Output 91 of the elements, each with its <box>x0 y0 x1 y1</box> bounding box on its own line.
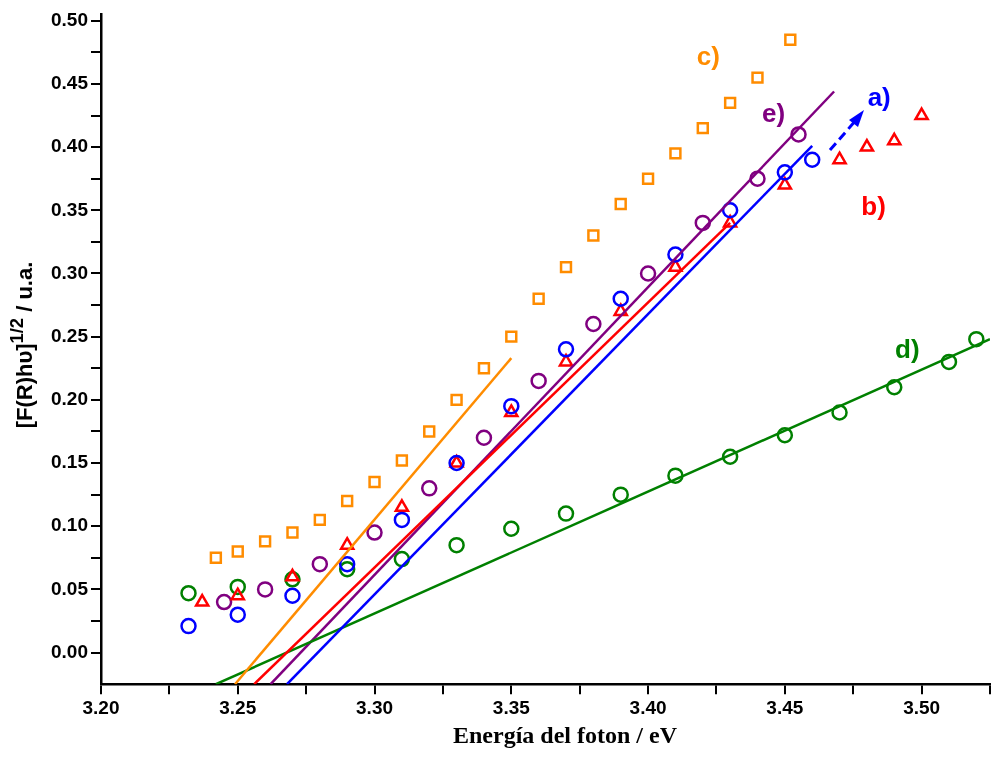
point <box>832 151 847 165</box>
point <box>503 520 520 538</box>
point <box>450 393 463 407</box>
series-label: d) <box>895 334 920 365</box>
x-tick-label: 3.30 <box>356 696 394 718</box>
series-label: b) <box>861 190 886 221</box>
point <box>669 147 682 160</box>
series-label: e) <box>761 97 786 128</box>
point <box>614 197 627 211</box>
point <box>639 265 657 282</box>
point <box>667 467 684 484</box>
point <box>940 353 958 371</box>
point <box>557 341 575 358</box>
point <box>585 315 602 333</box>
point <box>723 96 737 110</box>
point <box>694 214 712 232</box>
point <box>751 71 764 84</box>
point <box>286 526 299 539</box>
point <box>721 448 739 465</box>
y-tick-label: 0.35 <box>51 198 89 220</box>
x-tick-label: 3.35 <box>492 696 531 718</box>
point <box>395 454 409 467</box>
point <box>258 535 272 548</box>
y-tick-label: 0.40 <box>51 135 88 157</box>
point <box>914 107 929 121</box>
point <box>532 292 545 305</box>
point <box>612 486 629 503</box>
series-label: c) <box>696 40 720 71</box>
point <box>340 494 354 508</box>
point <box>749 170 766 187</box>
point <box>311 555 329 573</box>
point <box>229 578 246 596</box>
x-tick-label: 3.25 <box>219 696 257 718</box>
point <box>209 551 223 565</box>
point <box>338 555 356 573</box>
point <box>393 511 411 529</box>
point <box>423 425 436 438</box>
point <box>784 33 797 46</box>
y-tick-label: 0.50 <box>51 8 88 30</box>
point <box>803 151 821 168</box>
y-tick-label: 0.10 <box>51 514 88 536</box>
point <box>557 505 575 522</box>
point <box>667 246 684 263</box>
point <box>968 330 985 348</box>
y-tick-label: 0.45 <box>51 72 89 94</box>
x-tick-label: 3.40 <box>629 696 667 718</box>
point <box>366 524 383 541</box>
text: a) <box>867 81 891 112</box>
y-tick-label: 0.30 <box>51 261 88 283</box>
point <box>886 132 902 146</box>
point <box>284 587 301 604</box>
point <box>394 499 410 513</box>
point <box>776 426 794 444</box>
point <box>505 330 518 343</box>
point <box>215 593 233 611</box>
point <box>831 404 848 421</box>
point <box>530 372 547 390</box>
point <box>256 581 274 598</box>
point <box>231 545 244 558</box>
y-tick-label: 0.05 <box>51 577 89 599</box>
x-axis-title: Energía del foton / eV <box>452 722 678 749</box>
y-tick-label: 0.25 <box>51 324 89 346</box>
point <box>448 536 465 554</box>
point <box>475 429 493 447</box>
y-tick-label: 0.00 <box>51 640 88 662</box>
point <box>587 229 600 242</box>
point <box>448 454 465 472</box>
point <box>612 290 629 307</box>
point <box>180 617 197 635</box>
point <box>477 362 491 375</box>
point <box>503 397 520 415</box>
x-tick-label: 3.45 <box>766 696 804 718</box>
x-tick-label: 3.50 <box>903 696 941 718</box>
point <box>229 606 246 623</box>
point <box>420 480 438 497</box>
y-tick-label: 0.15 <box>51 451 89 473</box>
point <box>886 378 903 396</box>
point <box>559 260 573 274</box>
point <box>368 475 381 489</box>
x-tick-label: 3.20 <box>82 696 120 718</box>
point <box>230 587 246 601</box>
y-tick-label: 0.20 <box>51 388 88 410</box>
point <box>313 513 327 527</box>
point <box>194 593 210 607</box>
point <box>180 584 197 602</box>
point <box>776 164 794 181</box>
point <box>641 172 655 185</box>
point <box>285 568 300 582</box>
point <box>859 138 875 152</box>
point <box>790 126 807 143</box>
point <box>696 121 709 135</box>
